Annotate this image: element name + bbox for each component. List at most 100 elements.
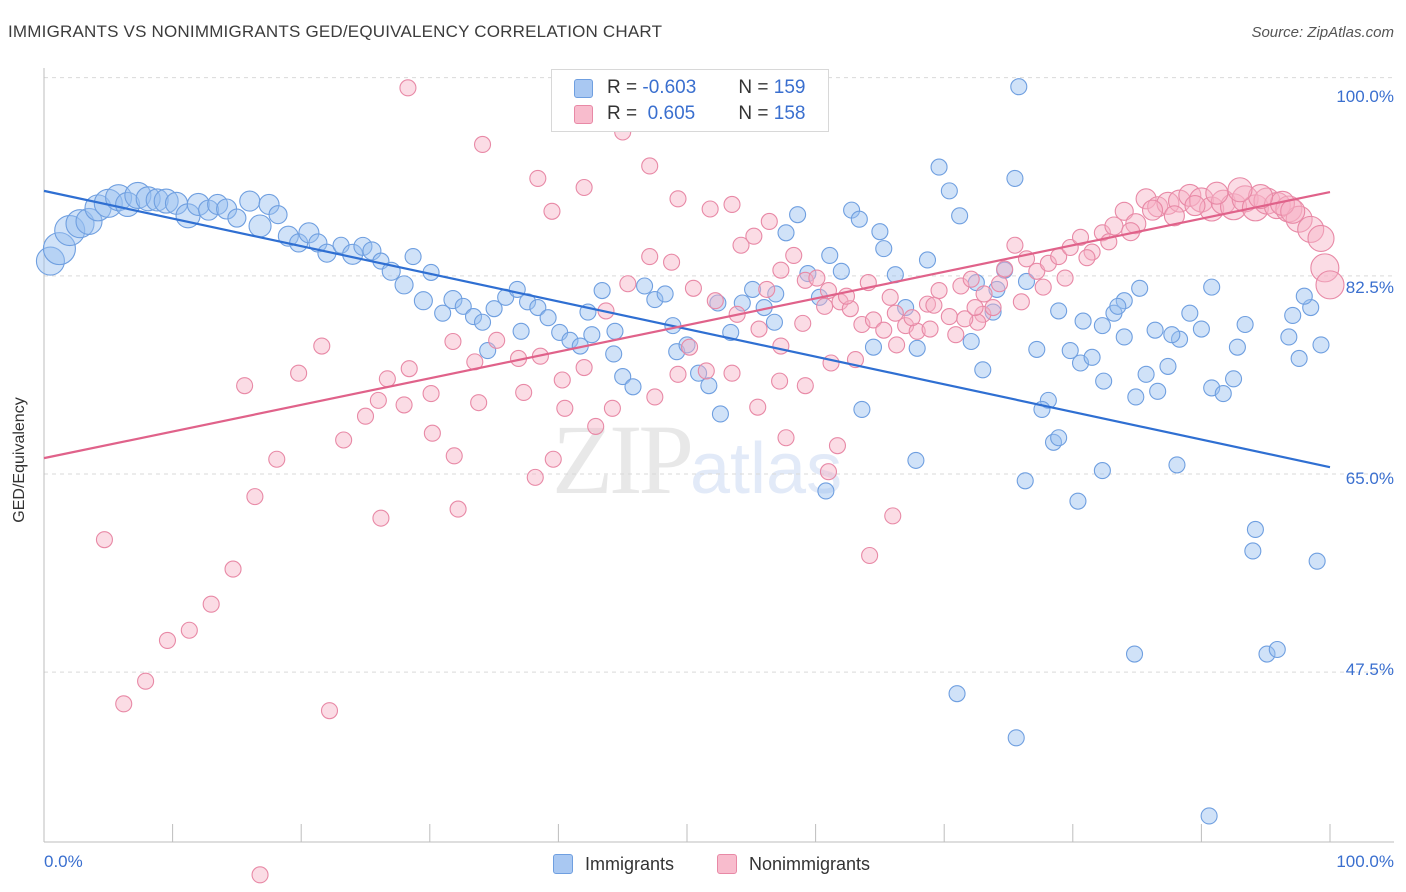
legend-row-immigrants: R = -0.603 N = 159 [574, 76, 805, 100]
data-point [723, 364, 741, 382]
data-point [947, 326, 965, 344]
data-point [372, 509, 390, 527]
data-point [1074, 312, 1092, 330]
data-point [1061, 341, 1079, 360]
data-point [930, 281, 948, 300]
data-point [996, 260, 1014, 278]
data-point [1006, 236, 1024, 254]
data-point [1258, 645, 1276, 663]
data-point [1012, 293, 1030, 311]
data-point [903, 309, 921, 327]
data-point [1227, 177, 1253, 203]
data-point [886, 304, 904, 322]
trend-line-immigrants [43, 189, 1331, 469]
data-point [760, 212, 778, 231]
data-point [624, 378, 642, 396]
legend-r-value: -0.603 [642, 77, 697, 98]
data-point [1044, 433, 1063, 451]
data-point [1297, 215, 1325, 243]
data-point [864, 338, 883, 356]
data-point [1205, 181, 1229, 205]
data-point [1248, 183, 1274, 210]
data-point [794, 314, 812, 332]
data-point [1114, 201, 1134, 221]
data-point [145, 188, 169, 212]
data-point [930, 158, 948, 176]
y-tick-label: 100.0% [1336, 87, 1394, 106]
series-swatch-immigrants [553, 854, 573, 874]
y-tick-label: 82.5% [1345, 278, 1394, 297]
data-point [1225, 370, 1243, 388]
data-point [700, 377, 718, 395]
data-point [974, 361, 992, 379]
data-point [1093, 462, 1111, 480]
data-point [404, 248, 422, 266]
data-point [42, 232, 76, 266]
data-point [95, 531, 113, 549]
data-point [1131, 279, 1149, 297]
data-point [75, 207, 103, 236]
data-point [575, 358, 593, 377]
data-point [1310, 253, 1340, 283]
data-point [921, 320, 939, 338]
data-point [706, 292, 724, 310]
data-point [158, 631, 177, 649]
data-point [1017, 272, 1036, 291]
data-point [54, 214, 86, 247]
data-point [180, 621, 198, 639]
data-point [556, 399, 574, 417]
data-point [758, 280, 776, 298]
legend-swatch-nonimmigrants [574, 104, 593, 124]
data-point [1188, 187, 1214, 213]
data-point [553, 371, 571, 389]
data-point [733, 294, 751, 312]
data-point [529, 169, 547, 187]
data-point [464, 308, 483, 326]
data-point [1284, 306, 1302, 324]
data-point [975, 285, 993, 303]
axes [43, 68, 1394, 843]
data-point [320, 702, 339, 720]
data-point [918, 295, 937, 313]
data-points [35, 78, 1345, 884]
data-point [871, 223, 889, 241]
series-immigrants [35, 78, 1330, 825]
data-point [1010, 78, 1028, 96]
data-point [749, 398, 767, 416]
data-point [470, 394, 488, 412]
data-point [473, 135, 492, 154]
data-point [353, 236, 373, 256]
data-point [1192, 320, 1210, 338]
data-point [951, 207, 969, 225]
data-point [529, 298, 547, 317]
data-point [864, 311, 883, 329]
data-point [767, 285, 785, 303]
data-point [1280, 328, 1298, 346]
data-point [966, 298, 984, 317]
data-point [1280, 198, 1306, 224]
data-point [681, 338, 699, 356]
data-point [1141, 199, 1164, 221]
data-point [444, 332, 462, 351]
series-label-immigrants: Immigrants [585, 853, 675, 874]
data-point [1168, 456, 1186, 474]
data-point [969, 313, 987, 331]
data-point [984, 298, 1002, 317]
data-point [224, 560, 242, 578]
data-point [1236, 315, 1254, 334]
data-point [822, 354, 840, 372]
data-point [526, 468, 544, 486]
series-legend-nonimmigrants: Nonimmigrants [717, 851, 870, 877]
data-point [723, 195, 741, 214]
data-point [663, 253, 681, 271]
x-tick-label-max: 100.0% [1336, 852, 1394, 871]
grid-lines [44, 77, 1394, 673]
data-point [709, 294, 727, 312]
data-point [656, 285, 674, 303]
data-point [744, 280, 762, 298]
data-point [449, 500, 467, 518]
data-point [1244, 542, 1262, 560]
legend-r-value: 0.605 [642, 103, 696, 124]
data-point [227, 208, 247, 228]
